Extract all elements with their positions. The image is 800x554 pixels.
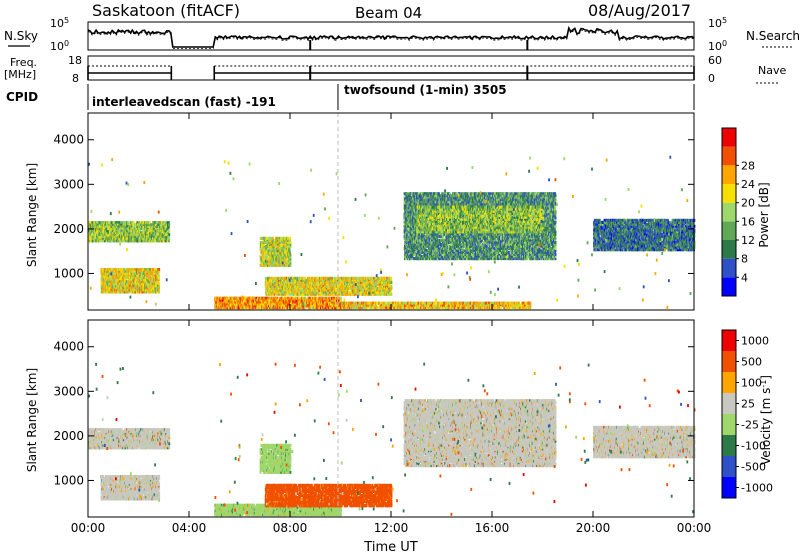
date-title: 08/Aug/2017 [588,1,691,20]
echo-cell [134,223,136,226]
nave-label: Nave [758,64,786,77]
nsearch-tick-top: 105 [708,16,727,30]
station-title: Saskatoon (fitACF) [92,1,240,20]
cpid-segment-1: interleavedscan (fast) -191 [92,95,276,109]
freq-unit: [MHz] [4,68,36,81]
nsky-tick-bottom: 100 [50,39,69,53]
nsky-label: N.Sky [4,29,38,43]
freq-tick-bottom: 8 [72,72,79,85]
power-echo-field [88,113,695,310]
nsearch-tick-bottom: 100 [708,39,727,53]
echo-cell [155,221,157,224]
cpid-label: CPID [6,90,38,104]
nsearch-label: N.Search [746,29,800,43]
nsky-tick-top: 105 [50,16,69,30]
freq-panel-frame [88,56,694,80]
freq-tick-top: 18 [68,54,82,67]
nsky-line [88,28,694,47]
nave-tick-bottom: 0 [708,72,715,85]
beam-title: Beam 04 [355,4,422,22]
echo-cell [107,221,109,224]
freq-trace [88,66,694,80]
cpid-segment-2: twofsound (1-min) 3505 [344,83,507,97]
nsky-trace [88,28,694,50]
nave-tick-top: 60 [708,54,722,67]
nsky-panel-frame [88,22,694,50]
figure: Saskatoon (fitACF) Beam 04 08/Aug/2017 N… [0,0,800,554]
